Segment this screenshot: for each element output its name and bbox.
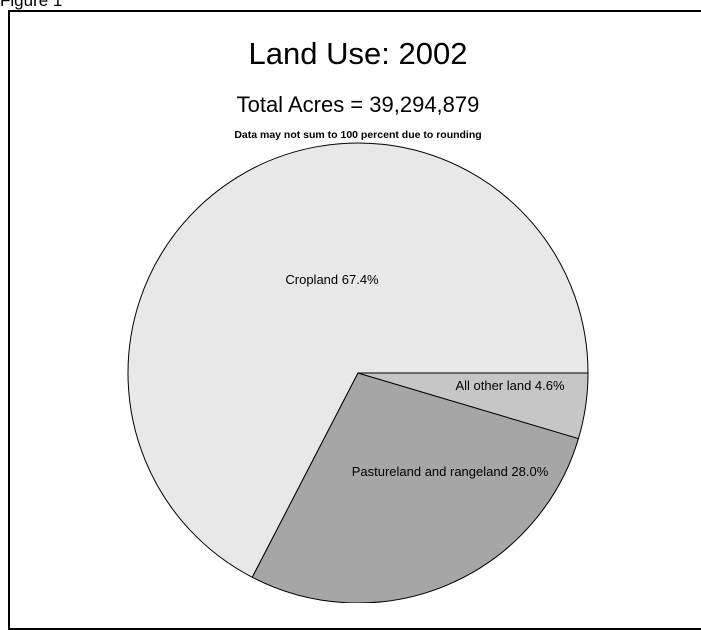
chart-subtitle: Total Acres = 39,294,879 (237, 92, 480, 117)
chart-title: Land Use: 2002 (249, 36, 468, 71)
chart-note: Data may not sum to 100 percent due to r… (234, 129, 481, 141)
pie-label-cropland: Cropland 67.4% (285, 272, 379, 287)
pie-label-all-other-land: All other land 4.6% (455, 378, 565, 393)
pie-label-pastureland-and-rangeland: Pastureland and rangeland 28.0% (352, 464, 549, 479)
pie-slices (128, 143, 588, 603)
pie-chart: Land Use: 2002 Total Acres = 39,294,879 … (0, 0, 701, 603)
